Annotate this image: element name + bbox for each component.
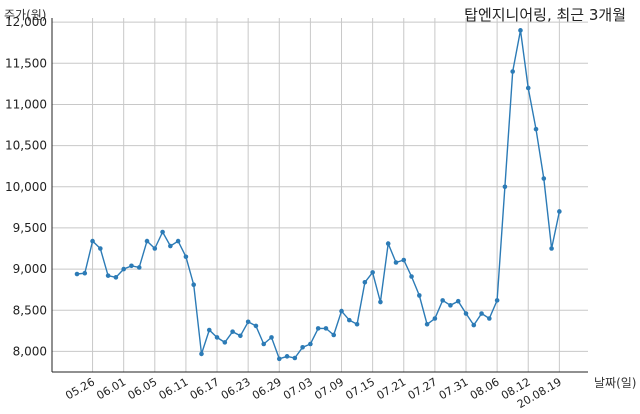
data-point bbox=[121, 266, 126, 272]
x-tick-label: 07.31 bbox=[437, 375, 471, 402]
data-point bbox=[90, 238, 95, 244]
data-point bbox=[339, 308, 344, 314]
data-point bbox=[533, 126, 539, 132]
data-point bbox=[199, 351, 204, 357]
data-point bbox=[113, 275, 119, 280]
x-tick-label: 07.27 bbox=[406, 375, 440, 402]
x-tick-label: 07.15 bbox=[343, 375, 377, 402]
x-tick-label: 06.01 bbox=[94, 375, 128, 402]
data-point bbox=[269, 335, 274, 340]
x-tick-label: 06.23 bbox=[219, 375, 253, 402]
data-point bbox=[191, 282, 196, 288]
y-tick-label: 8,500 bbox=[13, 303, 47, 317]
data-point bbox=[152, 246, 158, 251]
data-point bbox=[487, 316, 492, 321]
data-point bbox=[557, 209, 562, 214]
y-tick-label: 8,000 bbox=[13, 344, 47, 358]
data-point bbox=[549, 246, 554, 251]
data-point bbox=[206, 327, 212, 333]
data-point bbox=[168, 243, 173, 249]
data-point bbox=[261, 341, 267, 347]
y-tick-label: 12,000 bbox=[5, 15, 47, 29]
y-tick-label: 11,500 bbox=[5, 56, 47, 70]
data-point bbox=[253, 323, 259, 329]
price-line bbox=[76, 30, 561, 360]
data-point bbox=[300, 345, 305, 350]
data-point bbox=[331, 332, 337, 338]
x-axis-label: 날짜(일) bbox=[594, 376, 637, 390]
x-tick-label: 05.26 bbox=[63, 375, 97, 402]
data-point bbox=[393, 260, 399, 265]
y-tick-label: 10,500 bbox=[5, 139, 47, 153]
data-point bbox=[222, 340, 228, 345]
data-point bbox=[136, 265, 142, 270]
data-point bbox=[362, 279, 368, 285]
data-point bbox=[129, 263, 134, 269]
x-tick-label: 08.06 bbox=[468, 375, 502, 402]
data-point bbox=[494, 298, 500, 303]
data-point bbox=[276, 356, 282, 362]
data-point bbox=[510, 69, 515, 74]
data-point bbox=[401, 257, 407, 263]
y-tick-label: 9,500 bbox=[13, 221, 47, 235]
data-point bbox=[105, 273, 111, 278]
data-point bbox=[541, 176, 547, 181]
data-point bbox=[378, 299, 383, 305]
data-point bbox=[284, 354, 290, 359]
data-point bbox=[479, 311, 484, 316]
y-tick-label: 11,000 bbox=[5, 97, 47, 111]
chart-title: 탑엔지니어링, 최근 3개월 bbox=[464, 6, 626, 24]
data-point bbox=[82, 270, 88, 276]
y-tick-label: 10,000 bbox=[5, 180, 47, 194]
data-point bbox=[370, 270, 375, 275]
x-tick-label: 06.17 bbox=[188, 375, 222, 402]
x-tick-label: 07.21 bbox=[374, 375, 408, 402]
data-point bbox=[424, 321, 430, 327]
x-tick-label: 07.03 bbox=[281, 375, 315, 402]
data-point bbox=[417, 293, 422, 298]
data-point bbox=[245, 319, 251, 325]
data-point bbox=[409, 274, 414, 279]
data-point bbox=[448, 303, 453, 308]
data-point bbox=[230, 329, 235, 334]
data-point bbox=[98, 246, 103, 251]
data-point bbox=[502, 184, 508, 190]
data-point bbox=[315, 326, 321, 331]
data-point bbox=[518, 28, 523, 33]
data-point bbox=[144, 238, 150, 244]
data-point bbox=[323, 326, 329, 331]
data-point bbox=[463, 311, 469, 316]
x-tick-label: 07.09 bbox=[312, 375, 346, 402]
data-point bbox=[175, 238, 181, 244]
data-point bbox=[432, 316, 438, 321]
data-point bbox=[455, 298, 461, 304]
data-point bbox=[525, 85, 531, 91]
x-tick-label: 06.05 bbox=[126, 375, 160, 402]
x-tick-label: 06.11 bbox=[157, 375, 191, 402]
data-point bbox=[238, 333, 243, 339]
data-point bbox=[183, 254, 189, 260]
y-axis-label: 주가(원) bbox=[4, 8, 47, 22]
data-point bbox=[74, 271, 80, 277]
data-point bbox=[292, 355, 298, 361]
data-point bbox=[308, 341, 313, 347]
data-point bbox=[160, 229, 165, 235]
data-point bbox=[440, 298, 445, 303]
y-tick-label: 9,000 bbox=[13, 262, 47, 276]
data-point bbox=[214, 335, 220, 340]
data-point bbox=[354, 321, 360, 327]
data-point bbox=[347, 317, 352, 323]
data-point bbox=[385, 241, 391, 246]
data-point bbox=[471, 322, 477, 328]
x-tick-label: 06.29 bbox=[250, 375, 284, 402]
